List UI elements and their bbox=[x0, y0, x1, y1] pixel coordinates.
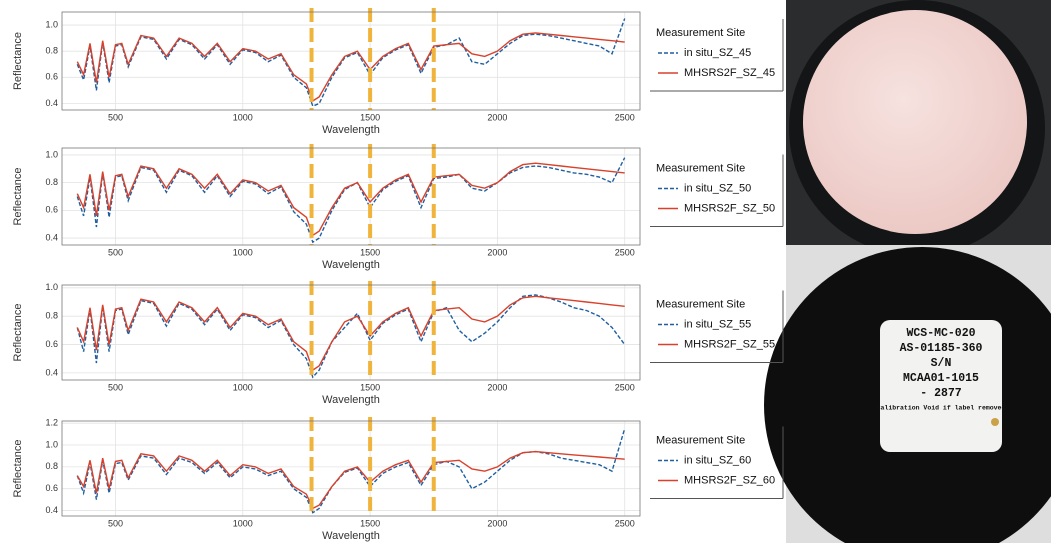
x-tick-label: 2000 bbox=[487, 247, 507, 257]
legend-title: Measurement Site bbox=[656, 298, 745, 310]
chart-panel: 0.4 0.6 0.8 1.0 500 1000 1500 2000 2500 Wavelengt… bbox=[12, 281, 783, 406]
x-tick-label: 2500 bbox=[615, 112, 635, 122]
legend-label: in situ_SZ_50 bbox=[684, 182, 751, 194]
x-tick-label: 1000 bbox=[233, 247, 253, 257]
x-tick-label: 2000 bbox=[487, 112, 507, 122]
y-axis-label: Reflectance bbox=[12, 439, 24, 497]
chart-panel: 0.4 0.6 0.8 1.0 1.2 500 1000 1500 2000 2500 Wavele… bbox=[12, 417, 783, 542]
label-line: S/N bbox=[931, 357, 952, 370]
y-tick-label: 0.8 bbox=[45, 177, 58, 187]
photo-top bbox=[786, 0, 1051, 256]
legend-label: in situ_SZ_60 bbox=[684, 454, 751, 466]
y-tick-label: 0.8 bbox=[45, 46, 58, 56]
legend: Measurement Site in situ_SZ_45 MHSRS2F_SZ_… bbox=[650, 19, 783, 91]
label-line: - 2877 bbox=[920, 387, 962, 400]
x-axis-label: Wavelength bbox=[322, 394, 380, 406]
chart-panel: 0.4 0.6 0.8 1.0 500 1000 1500 2000 2500 Wavelengt… bbox=[12, 144, 783, 271]
legend-label: MHSRS2F_SZ_55 bbox=[684, 338, 775, 350]
y-tick-label: 1.0 bbox=[45, 282, 58, 292]
legend-title: Measurement Site bbox=[656, 434, 745, 446]
x-tick-label: 1500 bbox=[360, 382, 380, 392]
label-dot bbox=[991, 418, 999, 426]
x-tick-label: 1000 bbox=[233, 112, 253, 122]
x-axis-label: Wavelength bbox=[322, 259, 380, 271]
y-tick-label: 0.4 bbox=[45, 98, 58, 108]
x-tick-label: 500 bbox=[108, 112, 123, 122]
y-tick-label: 1.2 bbox=[45, 418, 58, 428]
plot-area bbox=[62, 12, 640, 110]
y-tick-label: 1.0 bbox=[45, 149, 58, 159]
x-axis-label: Wavelength bbox=[322, 530, 380, 542]
photo-bottom: WCS-MC-020 AS-01185-360 S/N MCAA01-1015 - 28… bbox=[764, 245, 1051, 543]
y-tick-label: 1.0 bbox=[45, 19, 58, 29]
reference-panel bbox=[803, 10, 1027, 234]
legend-label: MHSRS2F_SZ_50 bbox=[684, 202, 775, 214]
x-tick-label: 2000 bbox=[487, 382, 507, 392]
y-axis-label: Reflectance bbox=[12, 167, 24, 225]
y-tick-label: 0.4 bbox=[45, 367, 58, 377]
y-tick-label: 1.0 bbox=[45, 439, 58, 449]
legend-label: in situ_SZ_55 bbox=[684, 318, 751, 330]
x-axis-label: Wavelength bbox=[322, 124, 380, 136]
y-tick-label: 0.6 bbox=[45, 483, 58, 493]
x-tick-label: 1500 bbox=[360, 247, 380, 257]
x-tick-label: 1500 bbox=[360, 518, 380, 528]
label-line: WCS-MC-020 bbox=[906, 327, 975, 340]
x-tick-label: 500 bbox=[108, 382, 123, 392]
legend: Measurement Site in situ_SZ_50 MHSRS2F_SZ_… bbox=[650, 155, 783, 227]
legend-label: MHSRS2F_SZ_60 bbox=[684, 474, 775, 486]
label-line: MCAA01-1015 bbox=[903, 372, 979, 385]
label-line: Calibration Void if label removed bbox=[877, 405, 1006, 412]
x-tick-label: 2000 bbox=[487, 518, 507, 528]
label-line: AS-01185-360 bbox=[900, 342, 983, 355]
y-tick-label: 0.8 bbox=[45, 461, 58, 471]
legend: Measurement Site in situ_SZ_60 MHSRS2F_SZ_… bbox=[650, 427, 783, 499]
y-tick-label: 0.4 bbox=[45, 232, 58, 242]
plot-area bbox=[62, 148, 640, 245]
legend-label: MHSRS2F_SZ_45 bbox=[684, 67, 775, 79]
x-tick-label: 1000 bbox=[233, 518, 253, 528]
y-tick-label: 0.6 bbox=[45, 205, 58, 215]
legend-title: Measurement Site bbox=[656, 27, 745, 39]
y-tick-label: 0.6 bbox=[45, 339, 58, 349]
x-tick-label: 2500 bbox=[615, 518, 635, 528]
legend-title: Measurement Site bbox=[656, 162, 745, 174]
x-tick-label: 1000 bbox=[233, 382, 253, 392]
x-tick-label: 500 bbox=[108, 518, 123, 528]
figure: WCS-MC-020 AS-01185-360 S/N MCAA01-1015 - 28… bbox=[0, 0, 1051, 543]
y-axis-label: Reflectance bbox=[12, 32, 24, 90]
legend-label: in situ_SZ_45 bbox=[684, 47, 751, 59]
chart-panel: 0.4 0.6 0.8 1.0 500 1000 1500 2000 2500 Wavelengt… bbox=[12, 8, 783, 136]
y-tick-label: 0.8 bbox=[45, 311, 58, 321]
x-tick-label: 500 bbox=[108, 247, 123, 257]
x-tick-label: 2500 bbox=[615, 247, 635, 257]
y-axis-label: Reflectance bbox=[12, 303, 24, 361]
x-tick-label: 2500 bbox=[615, 382, 635, 392]
y-tick-label: 0.6 bbox=[45, 72, 58, 82]
y-tick-label: 0.4 bbox=[45, 505, 58, 515]
legend: Measurement Site in situ_SZ_55 MHSRS2F_SZ_… bbox=[650, 291, 783, 363]
x-tick-label: 1500 bbox=[360, 112, 380, 122]
